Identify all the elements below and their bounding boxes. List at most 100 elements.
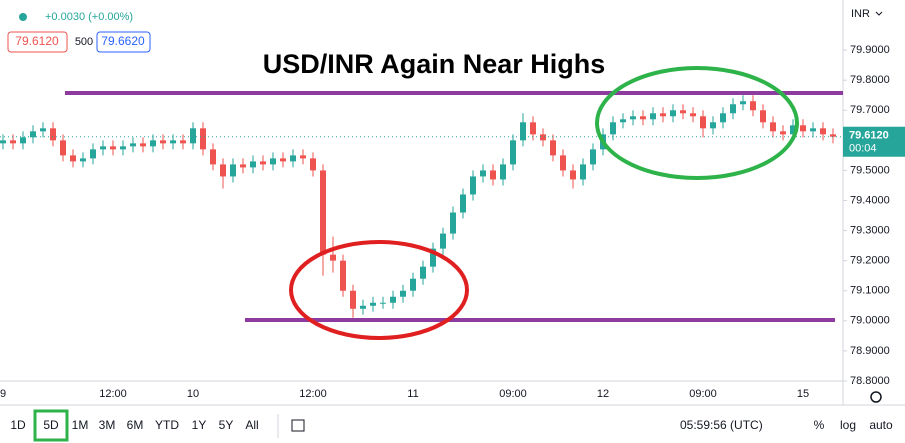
candle-body [40,128,46,132]
candle-body [80,158,86,162]
candle-body [660,113,666,117]
candle-body [170,140,176,144]
log-toggle[interactable]: log [840,418,856,432]
auto-toggle[interactable]: auto [869,418,893,432]
range-button[interactable]: YTD [155,418,179,432]
candle-body [670,110,676,117]
chart-title: USD/INR Again Near Highs [263,49,606,79]
spread: 500 [75,36,93,48]
y-tick-label: 79.1000 [850,285,890,297]
bid: 79.6120 [15,34,59,48]
candle-body [250,161,256,168]
candle-body [760,110,766,123]
candle-body [580,164,586,180]
candle-body [190,128,196,144]
range-button[interactable]: 1Y [192,418,207,432]
candle-body [560,155,566,171]
candle-body [490,170,496,180]
settings-icon[interactable] [870,391,882,403]
candle-body [680,110,686,114]
candle-body [520,122,526,141]
candle-body [300,155,306,159]
candle-body [0,140,6,144]
ask: 79.6620 [101,34,145,48]
x-tick-label: 15 [797,388,809,400]
candle-body [630,116,636,120]
candle-body [350,290,356,309]
candle-body [640,116,646,120]
candle-body [360,305,366,309]
last-price-box [843,126,905,157]
candle-body [710,122,716,129]
x-tick-label: 11 [407,388,418,400]
highs-ellipse [595,66,799,180]
candle-body [390,296,396,303]
candle-body [240,164,246,168]
x-tick-label: 12 [597,388,609,400]
candle-body [220,164,226,177]
candle-body [810,128,816,132]
candle-body [720,113,726,123]
candle-body [130,143,136,147]
candle-body [470,176,476,195]
candle-body [690,113,696,117]
y-tick-label: 78.8000 [850,375,890,387]
candle-body [420,266,426,279]
candle-body [10,140,16,144]
currency-caret [875,11,883,16]
candle-body [310,158,316,171]
change: +0.0030 (+0.00%) [45,11,133,23]
candle-body [330,254,336,261]
candle-body [740,101,746,105]
candle-body [280,158,286,162]
candle-body [20,137,26,144]
candle-body [400,290,406,297]
x-tick-label: 09:00 [499,388,527,400]
range-button[interactable]: 5D [43,418,59,432]
selected-range-box [33,409,69,442]
ask-box[interactable] [96,31,151,53]
y-tick-label: 79.7000 [850,104,890,116]
x-tick-label: 10 [187,388,199,400]
candle-body [770,122,776,132]
lows-ellipse [289,240,469,340]
candle-body [540,134,546,141]
clock: 05:59:56 (UTC) [680,418,763,432]
candle-body [230,164,236,177]
range-button[interactable]: 6M [127,418,144,432]
candle-body [830,134,836,137]
goto-date-icon[interactable] [291,419,305,432]
range-button[interactable]: 5Y [219,418,234,432]
range-button[interactable]: 1M [72,418,89,432]
candle-body [210,149,216,165]
candle-body [480,170,486,177]
candle-body [340,260,346,291]
candle-body [550,140,556,156]
candle-body [140,143,146,147]
candle-body [530,122,536,135]
y-tick-label: 79.8000 [850,74,890,86]
candle-body [460,194,466,213]
x-tick-label: 12:00 [99,388,127,400]
candle-body [430,248,436,267]
currency[interactable]: INR [851,8,870,20]
percent-toggle[interactable]: % [814,418,825,432]
candle-body [570,170,576,180]
candle-body [30,131,36,138]
candle-body [800,125,806,132]
candle-body [260,161,266,165]
candle-body [380,302,386,304]
x-tick-label: 12:00 [299,388,327,400]
bid-box[interactable] [7,31,68,53]
candle-body [410,278,416,291]
candle-body [50,128,56,141]
range-button[interactable]: All [245,418,258,432]
candle-body [780,131,786,135]
candle-body [620,119,626,123]
candle-body [120,146,126,150]
range-button[interactable]: 1D [10,418,26,432]
y-tick-label: 79.4000 [850,194,890,206]
candle-body [100,146,106,150]
range-button[interactable]: 3M [99,418,116,432]
